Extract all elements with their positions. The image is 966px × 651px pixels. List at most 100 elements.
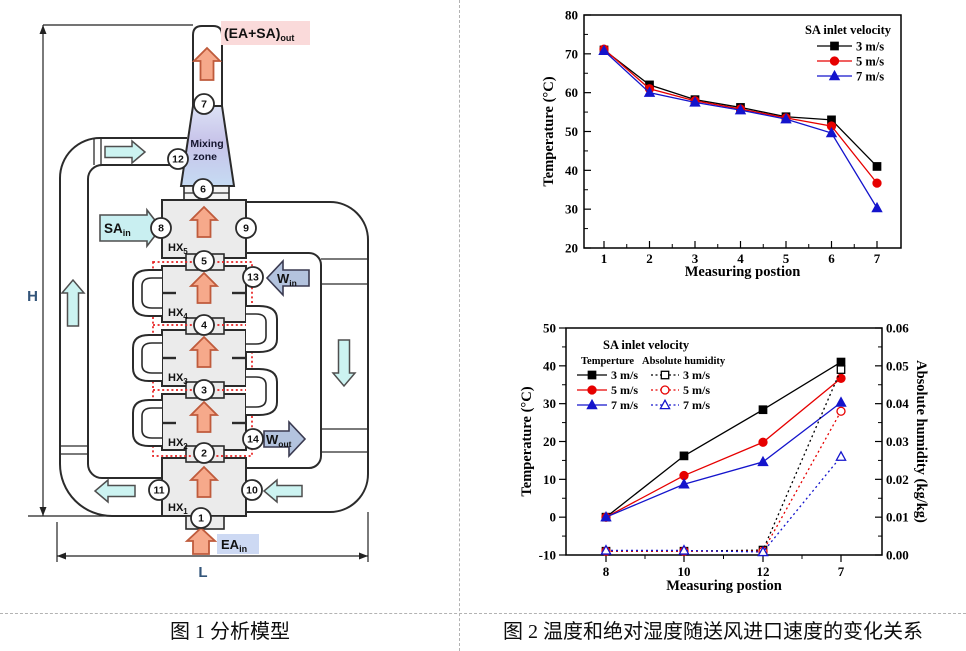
temperature-chart: 20 30 40 50 60 70 80 1 2 3 4 5 6 7 Measuring postion Te… (541, 8, 902, 280)
data-marker (835, 396, 847, 407)
x-tick-label: 10 (678, 564, 691, 579)
air-flow-arrow-icon (331, 339, 357, 388)
air-flow-arrow-icon (60, 278, 86, 327)
legend-title: SA inlet velocity (603, 338, 690, 352)
measuring-node-circle (193, 250, 215, 272)
y-tick-label: 10 (543, 472, 556, 487)
mixed-outlet-label: (EA+SA)out (224, 25, 294, 43)
data-marker (643, 86, 656, 97)
legend-marker (587, 370, 597, 380)
upward-flow-arrow-icon (188, 335, 220, 368)
dimension-lines (28, 24, 369, 562)
hx-unit-label: HX1 (168, 502, 188, 516)
data-marker (758, 437, 768, 447)
legend-entry-label: 7 m/s (856, 70, 884, 84)
measuring-node-circle (167, 148, 189, 170)
upward-flow-arrow-icon (188, 205, 220, 238)
h-dimension-label: H (27, 288, 38, 305)
figure2-caption: 图 2 温度和绝对湿度随送风进口速度的变化关系 (503, 621, 923, 643)
y2-tick-label: 0.01 (886, 510, 909, 525)
left-duct-inner-wall (87, 164, 184, 479)
y-tick-label: 70 (565, 46, 578, 61)
water-inlet-label: Win (277, 271, 297, 288)
mixed-outlet-label-bg (221, 21, 310, 45)
legend-marker-open (660, 385, 670, 395)
water-pipe-loop-inner (246, 376, 267, 408)
right-duct-inner-wall (246, 252, 322, 469)
measuring-node-circle (242, 428, 264, 450)
legend-entry-label: 5 m/s (683, 383, 710, 397)
caption-separator-horizontal (0, 613, 966, 614)
data-marker (758, 405, 768, 415)
mixing-zone-label-line2: zone (193, 151, 217, 163)
l-dimension-label: L (198, 564, 207, 581)
data-marker (689, 96, 701, 107)
y-tick-label: 30 (543, 396, 556, 411)
hx-unit-label: HX3 (168, 372, 188, 386)
measuring-node-number: 5 (201, 256, 207, 268)
x-tick-label: 2 (646, 251, 653, 266)
measuring-node-circle (193, 442, 215, 464)
measuring-node-number: 9 (243, 223, 249, 235)
data-marker (757, 455, 769, 467)
y-tick-label: 50 (565, 124, 578, 139)
y-tick-label: 40 (565, 163, 578, 178)
hx-unit-label: HX5 (168, 242, 188, 256)
legend-entry-label: 7 m/s (683, 398, 710, 412)
panel-separator-vertical (459, 0, 460, 651)
x-tick-label: 7 (874, 251, 881, 266)
temperature-series-line (605, 377, 842, 518)
measuring-node-number: 1 (198, 513, 204, 525)
measuring-node-number: 13 (247, 272, 259, 284)
measuring-node-circle (193, 93, 215, 115)
left-duct-outer-wall (59, 137, 187, 517)
measuring-node-number: 6 (200, 184, 206, 196)
legend-marker (828, 69, 841, 81)
left-duct (60, 138, 187, 516)
temperature-series-line (605, 402, 842, 518)
x-tick-label: 7 (838, 564, 845, 579)
upward-flow-arrow-icon (191, 46, 223, 81)
y-tick-label: 30 (565, 202, 578, 217)
measuring-node-circle (193, 379, 215, 401)
data-marker (600, 544, 612, 555)
data-marker (825, 126, 838, 138)
measuring-node-number: 8 (158, 223, 164, 235)
x-tick-label: 3 (692, 251, 699, 266)
data-marker (600, 511, 612, 522)
y2-tick-label: 0.05 (886, 358, 909, 373)
x-tick-label: 6 (828, 251, 835, 266)
data-marker (734, 103, 747, 115)
x-tick-label: 12 (757, 564, 770, 579)
air-flow-arrow-icon (104, 139, 147, 165)
legend-entry-label: 3 m/s (683, 368, 710, 382)
measuring-node-number: 4 (201, 320, 207, 332)
measuring-node-circle (193, 314, 215, 336)
y-tick-label: 50 (543, 321, 556, 336)
measuring-node-number: 2 (201, 448, 207, 460)
measuring-node-number: 11 (153, 485, 164, 497)
temperature-humidity-chart: -10 0 10 20 30 40 50 0.00 0.01 0.02 0.03 0.04 0.05 0.… (519, 321, 929, 595)
water-pipe-loop-inner (141, 277, 162, 309)
data-marker (836, 365, 846, 374)
air-flow-arrow-icon (262, 478, 303, 504)
upward-flow-arrow-icon (188, 400, 220, 433)
data-marker (872, 162, 882, 171)
data-marker (836, 357, 846, 367)
measuring-node-circle (148, 479, 170, 501)
hx-unit-label: HX2 (168, 437, 188, 451)
water-outlet-arrow-icon (263, 419, 307, 459)
legend-marker (587, 385, 597, 395)
right-duct (246, 202, 368, 512)
legend-marker-open (659, 398, 671, 410)
data-marker (872, 178, 882, 188)
y-tick-label: 20 (543, 434, 556, 449)
water-pipe-loop-inner (246, 313, 267, 345)
data-marker (836, 373, 846, 383)
humidity-series-line (606, 456, 842, 553)
data-marker (757, 545, 769, 557)
water-pipe-loop-inner (141, 342, 162, 374)
x-tick-label: 8 (603, 564, 610, 579)
y-tick-label: 40 (543, 358, 556, 373)
